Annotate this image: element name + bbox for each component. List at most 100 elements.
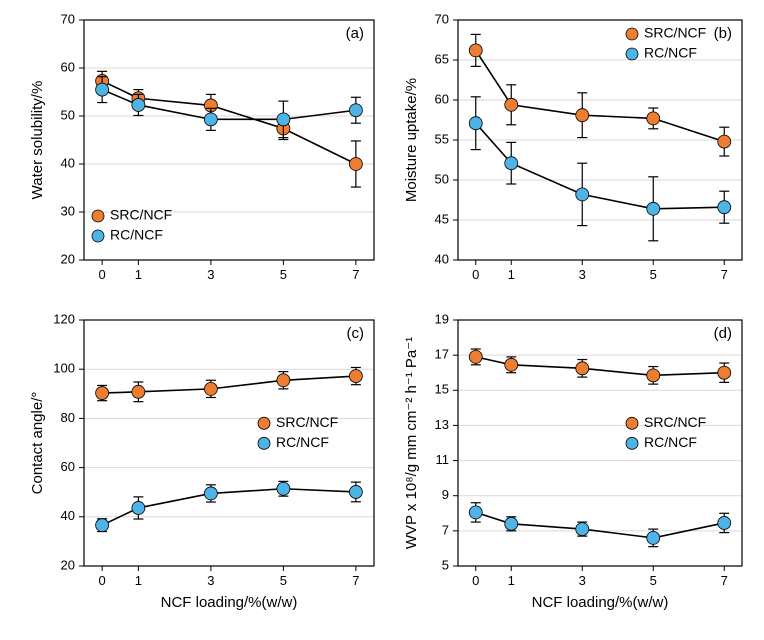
data-marker bbox=[576, 109, 589, 122]
xtick-label: 7 bbox=[721, 267, 728, 282]
xtick-label: 7 bbox=[721, 573, 728, 588]
legend-marker bbox=[258, 437, 270, 449]
legend-marker bbox=[626, 417, 638, 429]
xtick-label: 0 bbox=[472, 573, 479, 588]
xtick-label: 1 bbox=[508, 573, 515, 588]
data-marker bbox=[204, 382, 217, 395]
xtick-label: 5 bbox=[280, 267, 287, 282]
ytick-label: 17 bbox=[435, 347, 449, 362]
xtick-label: 3 bbox=[579, 267, 586, 282]
legend-label: RC/NCF bbox=[276, 434, 329, 450]
ytick-label: 100 bbox=[53, 361, 75, 376]
data-marker bbox=[349, 485, 362, 498]
data-marker bbox=[469, 117, 482, 130]
data-marker bbox=[718, 516, 731, 529]
ytick-label: 50 bbox=[435, 171, 449, 186]
data-marker bbox=[132, 385, 145, 398]
yaxis-label: Moisture uptake/% bbox=[403, 78, 420, 202]
legend-marker bbox=[626, 48, 638, 60]
legend-marker bbox=[92, 210, 104, 222]
ytick-label: 70 bbox=[61, 11, 75, 26]
ytick-label: 40 bbox=[61, 155, 75, 170]
xtick-label: 1 bbox=[508, 267, 515, 282]
data-marker bbox=[96, 387, 109, 400]
ytick-label: 13 bbox=[435, 417, 449, 432]
data-marker bbox=[647, 531, 660, 544]
data-marker bbox=[718, 135, 731, 148]
xtick-label: 7 bbox=[352, 573, 359, 588]
data-marker bbox=[204, 113, 217, 126]
xtick-label: 7 bbox=[352, 267, 359, 282]
panel-corner-label: (b) bbox=[714, 25, 732, 42]
data-marker bbox=[132, 98, 145, 111]
data-marker bbox=[204, 487, 217, 500]
ytick-label: 5 bbox=[442, 557, 449, 572]
xtick-label: 3 bbox=[207, 573, 214, 588]
data-marker bbox=[96, 83, 109, 96]
data-marker bbox=[277, 482, 290, 495]
yaxis-label: Contact angle/° bbox=[29, 392, 46, 495]
legend-marker bbox=[92, 230, 104, 242]
legend-label: SRC/NCF bbox=[110, 207, 172, 223]
xtick-label: 0 bbox=[99, 267, 106, 282]
data-marker bbox=[647, 369, 660, 382]
data-marker bbox=[718, 201, 731, 214]
data-marker bbox=[576, 188, 589, 201]
ytick-label: 40 bbox=[61, 508, 75, 523]
legend-label: RC/NCF bbox=[644, 434, 697, 450]
data-marker bbox=[718, 366, 731, 379]
data-marker bbox=[469, 506, 482, 519]
ytick-label: 7 bbox=[442, 522, 449, 537]
xtick-label: 0 bbox=[472, 267, 479, 282]
data-marker bbox=[505, 157, 518, 170]
legend-label: SRC/NCF bbox=[644, 414, 706, 430]
yaxis-label: Water solubility/% bbox=[29, 81, 46, 200]
data-marker bbox=[505, 517, 518, 530]
panel-d: 579111315171901357WVP x 10⁸/g mm cm⁻² h⁻… bbox=[400, 310, 754, 626]
ytick-label: 120 bbox=[53, 311, 75, 326]
ytick-label: 60 bbox=[61, 459, 75, 474]
data-marker bbox=[647, 202, 660, 215]
ytick-label: 50 bbox=[61, 107, 75, 122]
ytick-label: 65 bbox=[435, 51, 449, 66]
legend-label: SRC/NCF bbox=[276, 414, 338, 430]
xtick-label: 5 bbox=[280, 573, 287, 588]
legend-marker bbox=[258, 417, 270, 429]
xtick-label: 1 bbox=[135, 267, 142, 282]
data-marker bbox=[132, 501, 145, 514]
yaxis-label: WVP x 10⁸/g mm cm⁻² h⁻¹ Pa⁻¹ bbox=[403, 337, 420, 549]
xtick-label: 1 bbox=[135, 573, 142, 588]
data-marker bbox=[647, 112, 660, 125]
panel-corner-label: (c) bbox=[347, 325, 365, 342]
data-marker bbox=[277, 374, 290, 387]
xaxis-label: NCF loading/%(w/w) bbox=[161, 594, 298, 611]
panel-corner-label: (a) bbox=[346, 25, 364, 42]
xaxis-label: NCF loading/%(w/w) bbox=[532, 594, 669, 611]
ytick-label: 20 bbox=[61, 557, 75, 572]
ytick-label: 20 bbox=[61, 251, 75, 266]
data-marker bbox=[469, 44, 482, 57]
ytick-label: 30 bbox=[61, 203, 75, 218]
ytick-label: 15 bbox=[435, 382, 449, 397]
ytick-label: 70 bbox=[435, 11, 449, 26]
ytick-label: 11 bbox=[436, 452, 450, 467]
ytick-label: 55 bbox=[435, 131, 449, 146]
ytick-label: 40 bbox=[435, 251, 449, 266]
data-marker bbox=[576, 523, 589, 536]
panel-corner-label: (d) bbox=[714, 325, 732, 342]
data-marker bbox=[576, 362, 589, 375]
legend-label: RC/NCF bbox=[110, 227, 163, 243]
panel-a: 20304050607001357Water solubility/%(a)SR… bbox=[26, 10, 386, 298]
legend-marker bbox=[626, 28, 638, 40]
data-marker bbox=[469, 350, 482, 363]
ytick-label: 45 bbox=[435, 211, 449, 226]
data-marker bbox=[277, 113, 290, 126]
panel-c: 2040608010012001357Contact angle/°NCF lo… bbox=[26, 310, 386, 626]
data-marker bbox=[505, 358, 518, 371]
ytick-label: 80 bbox=[61, 410, 75, 425]
data-marker bbox=[349, 104, 362, 117]
legend-label: RC/NCF bbox=[644, 45, 697, 61]
xtick-label: 3 bbox=[579, 573, 586, 588]
xtick-label: 5 bbox=[650, 267, 657, 282]
data-marker bbox=[349, 370, 362, 383]
